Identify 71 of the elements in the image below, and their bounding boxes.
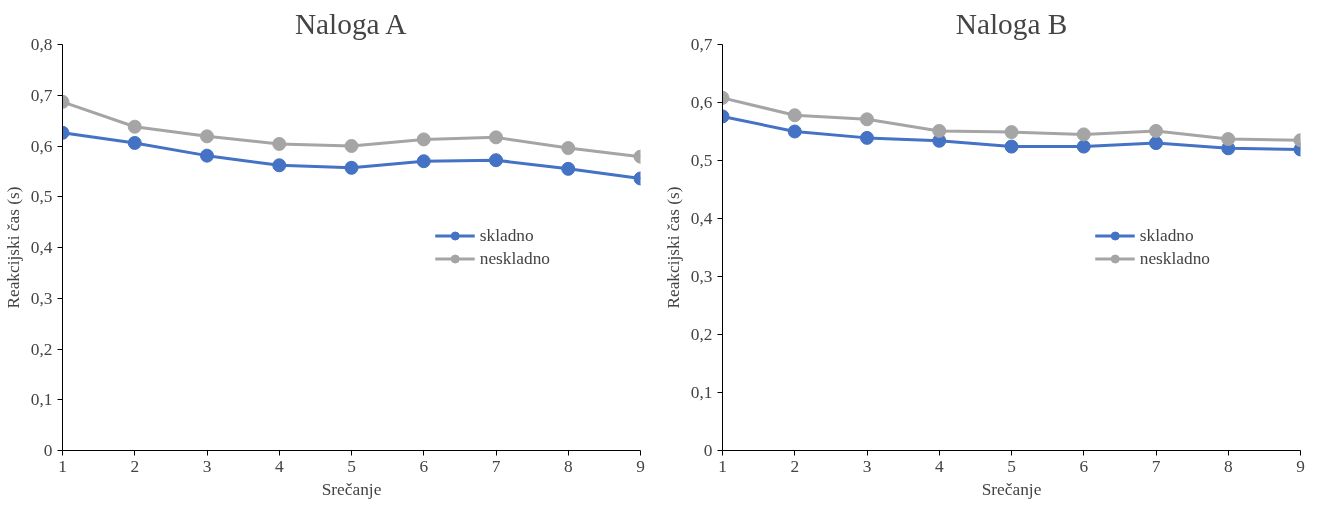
legend-label: neskladno — [479, 248, 550, 269]
point — [932, 123, 947, 138]
point — [344, 139, 359, 153]
x-tick-label: 7 — [1151, 456, 1161, 476]
y-tick-label: 0,7 — [30, 85, 53, 105]
point — [272, 158, 287, 173]
x-tick-label: 3 — [862, 456, 872, 476]
y-tick-label: 0,5 — [690, 151, 713, 170]
point — [561, 161, 576, 176]
point — [127, 119, 142, 134]
point — [787, 124, 802, 139]
y-tick-label: 0,8 — [30, 35, 53, 54]
x-tick-label: 7 — [491, 456, 501, 476]
chart-title: Naloga A — [294, 7, 407, 40]
y-tick-label: 0,2 — [30, 339, 53, 359]
point — [787, 108, 802, 123]
legend-label: skladno — [1139, 225, 1194, 246]
y-tick-label: 0 — [703, 441, 713, 460]
point — [489, 153, 503, 168]
point — [1221, 132, 1236, 147]
point — [860, 112, 874, 127]
y-tick-label: 0,4 — [30, 238, 53, 257]
point — [200, 129, 214, 144]
point — [561, 141, 576, 156]
x-tick-label: 8 — [563, 456, 573, 476]
point — [1004, 139, 1019, 154]
x-tick-label: 9 — [1296, 456, 1305, 476]
point — [489, 130, 503, 145]
x-tick-label: 2 — [130, 456, 140, 476]
y-tick-label: 0,1 — [30, 390, 53, 410]
x-axis-title: Srečanje — [321, 479, 382, 499]
point — [1149, 136, 1163, 151]
x-tick-label: 6 — [1079, 456, 1089, 476]
point — [1076, 139, 1091, 154]
legend-label: skladno — [479, 225, 534, 246]
point — [344, 160, 359, 175]
point — [1076, 127, 1091, 142]
y-tick-label: 0,3 — [690, 267, 713, 286]
y-tick-label: 0 — [43, 441, 53, 460]
x-tick-label: 8 — [1223, 456, 1233, 476]
x-tick-label: 3 — [202, 456, 212, 476]
y-tick-label: 0,5 — [30, 187, 53, 207]
y-tick-label: 0,1 — [690, 383, 713, 402]
point — [127, 135, 142, 150]
point — [200, 148, 214, 163]
y-tick-label: 0,4 — [690, 209, 713, 228]
x-axis-title: Srečanje — [981, 479, 1042, 499]
x-tick-label: 6 — [419, 456, 429, 476]
y-tick-label: 0,3 — [30, 288, 53, 308]
chart-title: Naloga B — [955, 7, 1068, 40]
x-tick-label: 4 — [934, 456, 944, 476]
y-tick-label: 0,2 — [690, 325, 713, 344]
point — [860, 130, 874, 145]
x-tick-label: 1 — [58, 456, 67, 476]
y-axis-title: Reakcijski čas (s) — [3, 186, 23, 309]
y-tick-label: 0,6 — [690, 93, 713, 112]
y-axis-title: Reakcijski čas (s) — [663, 186, 683, 309]
x-tick-label: 1 — [718, 456, 727, 476]
point — [416, 154, 431, 169]
y-tick-label: 0,6 — [30, 136, 53, 156]
point — [1149, 123, 1163, 138]
x-tick-label: 5 — [347, 456, 356, 476]
x-tick-label: 9 — [636, 456, 645, 476]
point — [1004, 125, 1019, 140]
x-tick-label: 4 — [274, 456, 284, 476]
point — [416, 132, 431, 147]
legend-label: neskladno — [1139, 248, 1210, 269]
x-tick-label: 5 — [1007, 456, 1016, 476]
x-tick-label: 2 — [790, 456, 800, 476]
y-tick-label: 0,7 — [690, 35, 713, 54]
point — [272, 136, 287, 151]
